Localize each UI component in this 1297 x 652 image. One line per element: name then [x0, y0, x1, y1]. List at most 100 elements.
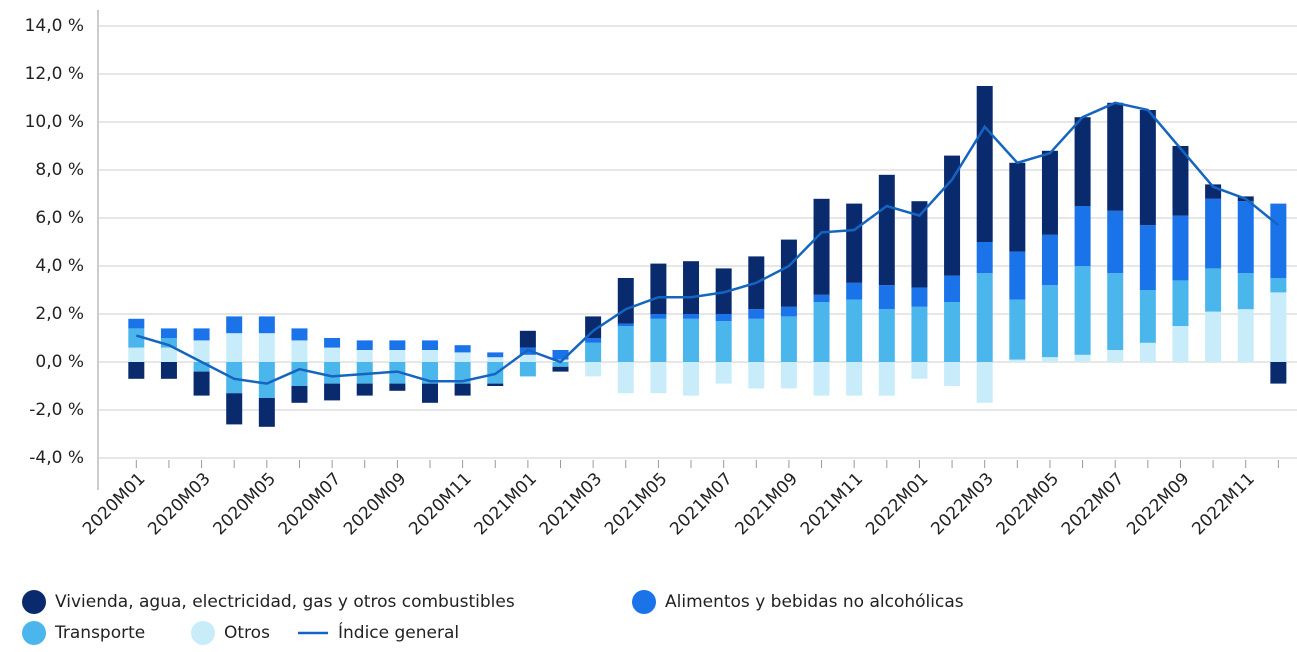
bar [291, 362, 308, 386]
bar [160, 362, 177, 379]
bar [1205, 311, 1222, 362]
legend-swatch [22, 621, 46, 645]
bar [617, 278, 634, 324]
bar [683, 318, 700, 362]
bar [911, 287, 928, 307]
bar [519, 330, 536, 348]
x-tick-label: 2022M05 [993, 469, 1063, 539]
bar [878, 362, 895, 396]
bar [1270, 203, 1287, 278]
bar [1172, 326, 1189, 362]
legend-label: Índice general [338, 621, 459, 643]
bar [421, 350, 438, 362]
bar [1172, 215, 1189, 281]
bar [1074, 206, 1091, 266]
x-tick-label: 2022M09 [1123, 469, 1193, 539]
bar [846, 362, 863, 396]
bar [1009, 251, 1026, 300]
bar [454, 383, 471, 396]
bar [748, 309, 765, 319]
bar [846, 299, 863, 362]
bar [1107, 210, 1124, 274]
bar [454, 362, 471, 384]
bar [552, 350, 569, 360]
x-tick-label: 2021M01 [471, 469, 541, 539]
bar [748, 362, 765, 389]
bar [944, 275, 961, 302]
x-tick-label: 2020M07 [275, 469, 345, 539]
legend-swatch [22, 590, 46, 614]
x-tick-label: 2020M05 [209, 469, 279, 539]
y-tick-label: 8,0 % [35, 160, 84, 180]
legend-label: Vivienda, agua, electricidad, gas y otro… [55, 592, 515, 612]
x-tick-label: 2020M11 [405, 469, 475, 539]
bar [911, 201, 928, 288]
bar [193, 362, 210, 372]
y-tick-label: 6,0 % [35, 208, 84, 228]
bar [193, 340, 210, 362]
bar [1139, 110, 1156, 226]
bar [944, 362, 961, 386]
bar [324, 338, 341, 348]
x-tick-label: 2022M01 [862, 469, 932, 539]
bar [1237, 309, 1254, 362]
bar [356, 350, 373, 362]
bar [1074, 266, 1091, 355]
bar [911, 306, 928, 362]
bar [1139, 225, 1156, 290]
bar [128, 318, 145, 329]
bar [1074, 354, 1091, 362]
legend-label: Alimentos y bebidas no alcohólicas [665, 592, 964, 612]
bar [1041, 285, 1058, 358]
bar [1009, 359, 1026, 362]
bar [976, 242, 993, 274]
bar [878, 309, 895, 362]
bar [389, 350, 406, 362]
bar [878, 174, 895, 286]
y-tick-label: 2,0 % [35, 304, 84, 324]
bar [813, 198, 830, 295]
x-tick-label: 2022M11 [1188, 469, 1258, 539]
bar [1205, 198, 1222, 269]
bar [128, 347, 145, 362]
bar [780, 316, 797, 362]
bar [258, 362, 275, 398]
bar [813, 302, 830, 362]
bar [1270, 362, 1287, 384]
bar [389, 383, 406, 391]
bar [715, 321, 732, 362]
legend-swatch [191, 621, 215, 645]
bar [1041, 234, 1058, 286]
bar [519, 354, 536, 362]
y-tick-label: 10,0 % [25, 112, 84, 132]
bar [258, 398, 275, 427]
bar [454, 345, 471, 353]
bar [617, 323, 634, 326]
bar [552, 366, 569, 372]
bar [780, 306, 797, 317]
bar [324, 347, 341, 362]
bar [1205, 268, 1222, 312]
bar [258, 333, 275, 362]
bar [585, 342, 602, 362]
bar [1107, 102, 1124, 211]
bar [160, 338, 177, 348]
bar [1237, 273, 1254, 310]
legend-label: Otros [224, 623, 270, 643]
bar [976, 362, 993, 403]
bar [160, 347, 177, 362]
bar [291, 340, 308, 362]
bar [813, 362, 830, 396]
bar [1041, 357, 1058, 362]
y-tick-label: 12,0 % [25, 64, 84, 84]
bar [487, 383, 504, 386]
x-tick-label: 2021M09 [732, 469, 802, 539]
bar [291, 386, 308, 403]
legend-swatch [632, 590, 656, 614]
bar [1270, 278, 1287, 293]
bar [128, 328, 145, 348]
bar [650, 362, 667, 394]
bar [1270, 292, 1287, 362]
bar [128, 362, 145, 379]
